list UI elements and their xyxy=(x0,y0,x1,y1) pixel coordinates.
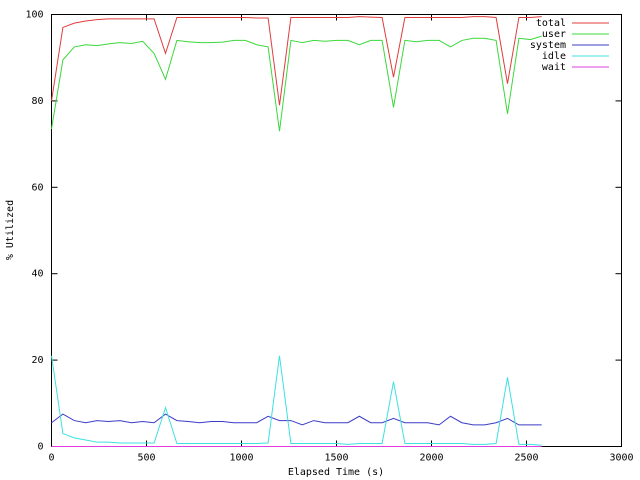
x-tick-label: 1500 xyxy=(324,453,348,464)
series-line xyxy=(51,413,542,426)
y-tick-label: 20 xyxy=(31,355,43,366)
y-tick-label: 80 xyxy=(31,96,43,107)
plot-frame xyxy=(51,14,622,447)
series-line xyxy=(51,16,542,106)
series-line xyxy=(51,35,542,132)
y-tick-label: 40 xyxy=(31,269,43,280)
y-tick-label: 0 xyxy=(37,442,43,453)
series-line xyxy=(51,355,542,446)
x-tick-label: 2500 xyxy=(514,453,538,464)
x-tick-label: 3000 xyxy=(609,453,633,464)
x-tick-label: 1000 xyxy=(229,453,253,464)
x-axis-label: Elapsed Time (s) xyxy=(288,467,384,478)
x-tick-label: 0 xyxy=(48,453,54,464)
y-tick-label: 100 xyxy=(25,10,43,21)
legend-label: idle xyxy=(542,51,566,62)
legend-label: wait xyxy=(542,62,566,73)
legend-label: system xyxy=(530,40,566,51)
x-tick-label: 500 xyxy=(137,453,155,464)
y-tick-label: 60 xyxy=(31,182,43,193)
legend-label: user xyxy=(542,29,566,40)
y-axis-label: % Utilized xyxy=(5,200,16,260)
x-tick-label: 2000 xyxy=(419,453,443,464)
legend-label: total xyxy=(536,18,566,29)
